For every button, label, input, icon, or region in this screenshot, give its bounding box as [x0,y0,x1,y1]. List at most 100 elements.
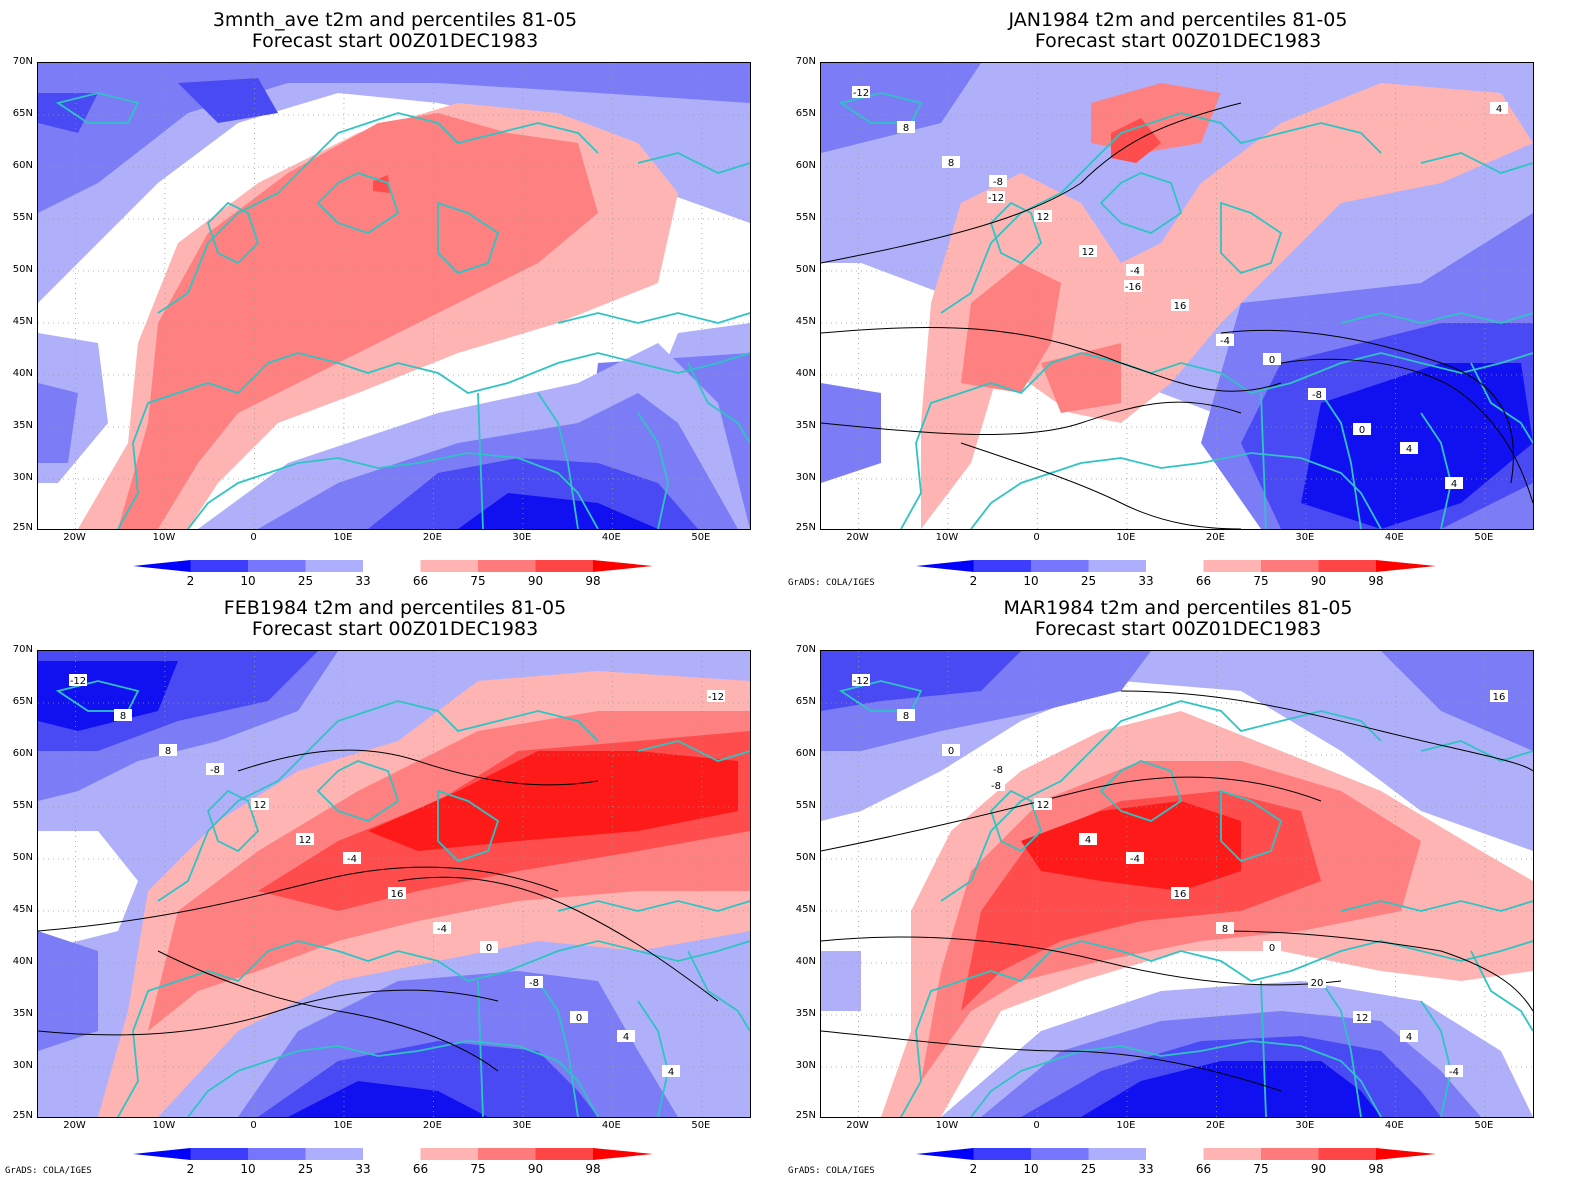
svg-text:-8: -8 [529,978,539,989]
grads-credit: GrADS: COLA/IGES [788,1166,875,1176]
colorbar-tick-label: 66 [412,574,429,588]
contour-label: -12 [987,191,1005,204]
colorbar-legend: 2 10 25 33 66 75 90 98 [916,558,1436,592]
longitude-label: 10E [333,532,353,543]
percentile-shading [368,751,738,851]
colorbar-legend: 2 10 25 33 66 75 90 98 [133,1146,653,1180]
latitude-label: 55N [795,800,816,812]
latitude-label: 40N [795,955,816,967]
contour-label: -8 [1308,388,1326,401]
contour-label: 4 [1490,102,1508,115]
coastline [1260,392,1267,529]
contour-label: -12 [852,674,870,687]
contour-label: 8 [159,744,177,757]
contour-label: 12 [251,798,269,811]
map-area [37,62,751,530]
contour-label: 4 [1400,1030,1418,1043]
latitude-label: 70N [12,644,33,655]
colorbar-tick-label: 75 [1253,1162,1269,1176]
temperature-contour [821,776,1322,852]
svg-text:16: 16 [1174,301,1187,312]
longitude-label: 50E [691,532,711,543]
colorbar-tick-label: 25 [297,1162,314,1176]
coastline [637,412,669,529]
coastline [55,92,140,124]
coastline [187,1040,599,1117]
coastline [157,700,599,902]
colorbar-tick-label: 98 [585,1162,601,1176]
coastline [316,172,400,234]
panel-title: MAR1984 t2m and percentiles 81-05 [1003,597,1353,619]
contour-label: 12 [1353,1011,1371,1024]
contour-label: -16 [1124,280,1142,293]
svg-text:12: 12 [254,800,267,811]
latitude-label: 45N [795,316,816,328]
longitude-label: 10W [935,532,959,543]
coastline [940,700,1382,902]
contour-label: -12 [707,690,725,703]
latitude-label: 65N [12,108,33,119]
colorbar-tick-label: 75 [470,574,486,588]
contour-label: 12 [1034,798,1052,811]
coastline [970,452,1382,529]
percentile-shading [1021,801,1241,891]
longitude-label: 50E [1474,1120,1494,1131]
colorbar-tick-label: 75 [470,1162,486,1176]
map-panel-p4: MAR1984 t2m and percentiles 81-05 Forecas… [783,588,1573,1176]
contour-label: 16 [1171,299,1189,312]
svg-text:-4: -4 [347,854,357,865]
longitude-label: 50E [1474,532,1494,543]
contour-label: -4 [343,852,361,865]
contour-label: 4 [1400,442,1418,455]
latitude-label: 35N [795,419,816,431]
svg-text:-4: -4 [437,924,447,935]
colorbar-tick-label: 10 [1023,1162,1039,1176]
colorbar-tick-label: 25 [297,574,314,588]
colorbar-legend: 2 10 25 33 66 75 90 98 [916,1146,1436,1180]
coastline [1420,740,1533,762]
longitude-label: 0 [250,532,257,543]
panel-subtitle: Forecast start 00Z01DEC1983 [251,30,539,52]
colorbar-tick-label: 25 [1080,1162,1097,1176]
coastline [1320,980,1362,1117]
temperature-contour [821,1030,1282,1092]
svg-text:4: 4 [623,1032,629,1043]
percentile-shading [1081,1061,1381,1117]
coastline [537,980,579,1117]
latitude-label: 55N [795,212,816,224]
panel-title: FEB1984 t2m and percentiles 81-05 [223,597,567,619]
coastline [838,680,923,712]
longitude-label: 20W [846,532,869,543]
svg-text:4: 4 [1496,104,1502,115]
contour-label: 0 [480,941,498,954]
colorbar-tick-label: 98 [1368,574,1384,588]
temperature-contour [397,876,719,1002]
svg-text:-12: -12 [708,692,724,703]
colorbar-tick-label: 25 [1080,574,1097,588]
coastline [1099,172,1183,234]
contour-label: 0 [1263,353,1281,366]
colorbar-tick-label: 66 [1195,1162,1212,1176]
percentile-shading [821,651,1533,751]
latitude-label: 45N [795,904,816,916]
panel-subtitle: Forecast start 00Z01DEC1983 [1034,30,1322,52]
latitude-label: 70N [795,644,816,655]
longitude-label: 0 [250,1120,257,1131]
svg-text:4: 4 [1406,1032,1412,1043]
svg-text:-8: -8 [993,765,1003,776]
colorbar-tick-label: 10 [240,1162,256,1176]
longitude-label: 20E [1205,1120,1225,1131]
svg-text:-12: -12 [70,676,86,687]
longitude-label: 20E [422,532,442,543]
svg-text:-4: -4 [1220,336,1230,347]
contour-label: 8 [942,156,960,169]
contour-label: 4 [617,1030,635,1043]
svg-text:8: 8 [1222,924,1228,935]
svg-text:16: 16 [391,889,404,900]
longitude-label: 20E [1205,532,1225,543]
longitude-label: 30E [1295,532,1315,543]
colorbar-tick-label: 10 [240,574,256,588]
contour-label: 4 [1079,833,1097,846]
map-area: -12 -8 -4 0 4 8 12 16 -8 4 8 12 -4 0 4 -12 -16 [820,62,1534,530]
colorbar-tick-label: 33 [1138,1162,1154,1176]
